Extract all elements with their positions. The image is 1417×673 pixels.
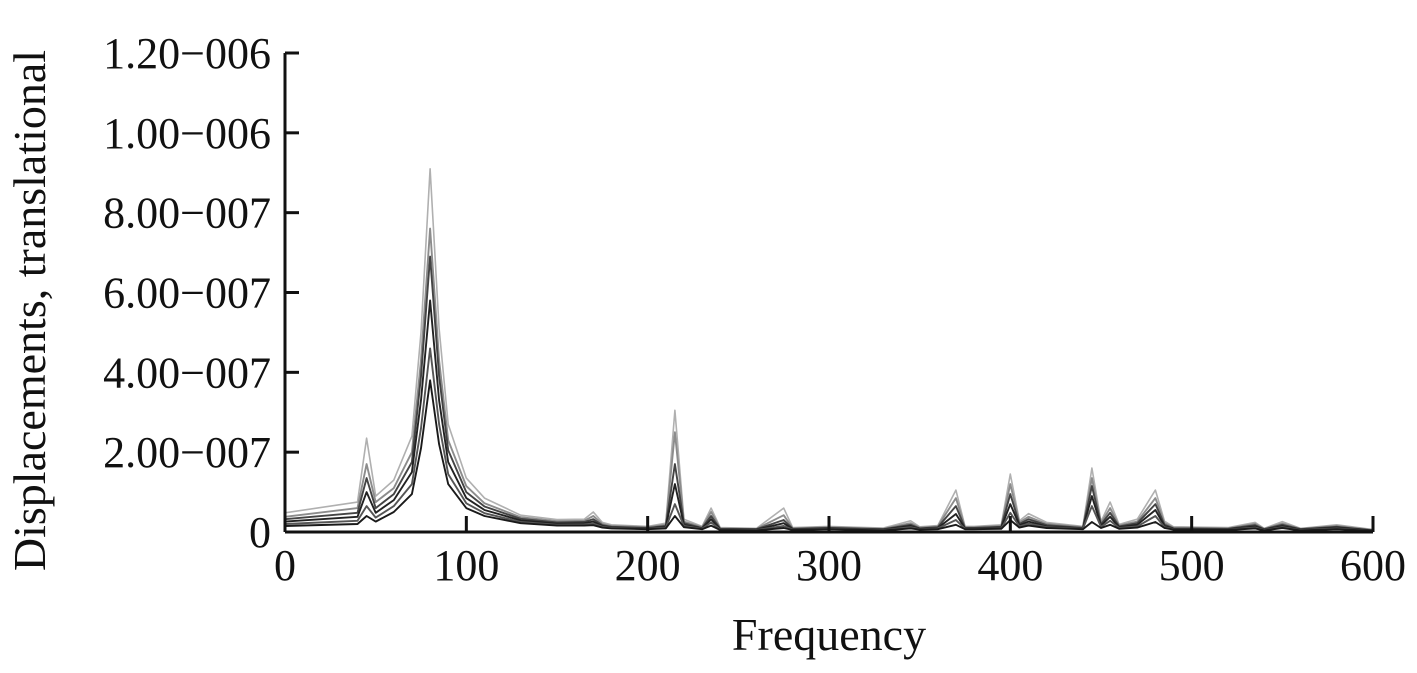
- x-tick-label: 400: [977, 541, 1043, 590]
- x-tick-label: 100: [433, 541, 499, 590]
- series-line-3: [284, 255, 1374, 532]
- y-ticks: 0 2.00−007 4.00−007 6.00−007 8.00−007 1.00−00…: [103, 29, 299, 557]
- y-tick-label: 4.00−007: [103, 348, 271, 397]
- y-tick-label: 2.00−007: [103, 428, 271, 477]
- axes: 0 2.00−007 4.00−007 6.00−007 8.00−007 1.00−00…: [103, 29, 1406, 590]
- y-tick-label: 6.00−007: [103, 269, 271, 318]
- x-axis-title: Frequency: [732, 609, 926, 660]
- x-tick-label: 300: [796, 541, 862, 590]
- series-line-4: [284, 299, 1374, 532]
- x-tick-label: 0: [274, 541, 296, 590]
- y-tick-label: 8.00−007: [103, 189, 271, 238]
- y-tick-label: 1.00−006: [103, 109, 271, 158]
- series-layer: [284, 168, 1374, 532]
- x-tick-label: 500: [1159, 541, 1225, 590]
- x-tick-label: 200: [615, 541, 681, 590]
- y-tick-label: 1.20−006: [103, 29, 271, 78]
- series-line-6: [284, 379, 1374, 532]
- x-tick-label: 600: [1340, 541, 1406, 590]
- y-tick-label: 0: [249, 508, 271, 557]
- y-axis-title: Displacements, translational: [4, 50, 55, 571]
- x-ticks: 0 100 200 300 400 500 600: [274, 516, 1406, 590]
